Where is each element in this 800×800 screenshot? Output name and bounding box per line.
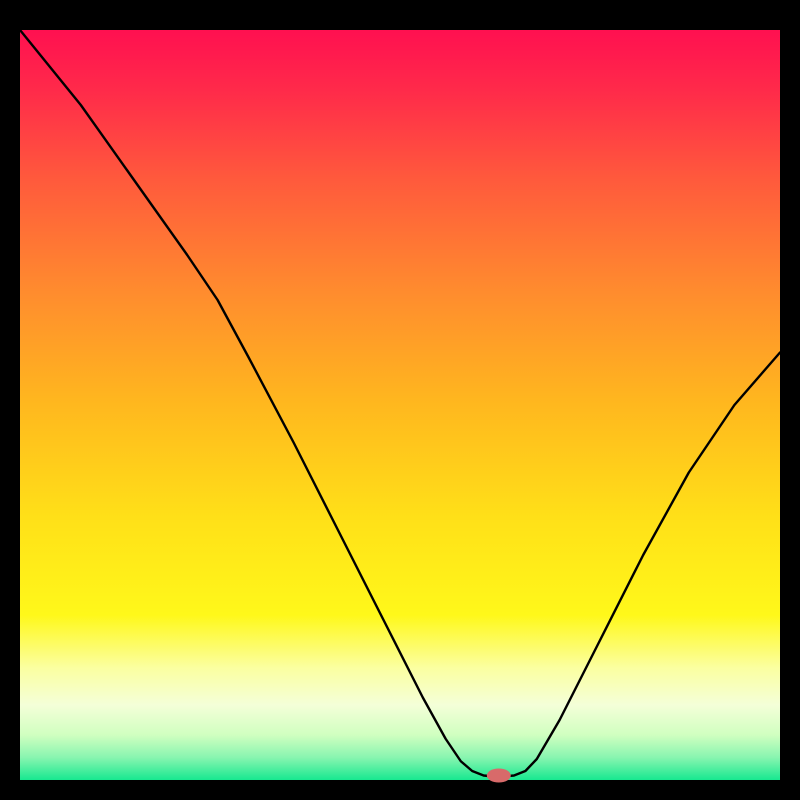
gradient-plot-area	[20, 30, 780, 780]
bottleneck-chart	[0, 0, 800, 800]
chart-container: TheBottleneck.com	[0, 0, 800, 800]
optimal-point-marker	[487, 769, 511, 783]
